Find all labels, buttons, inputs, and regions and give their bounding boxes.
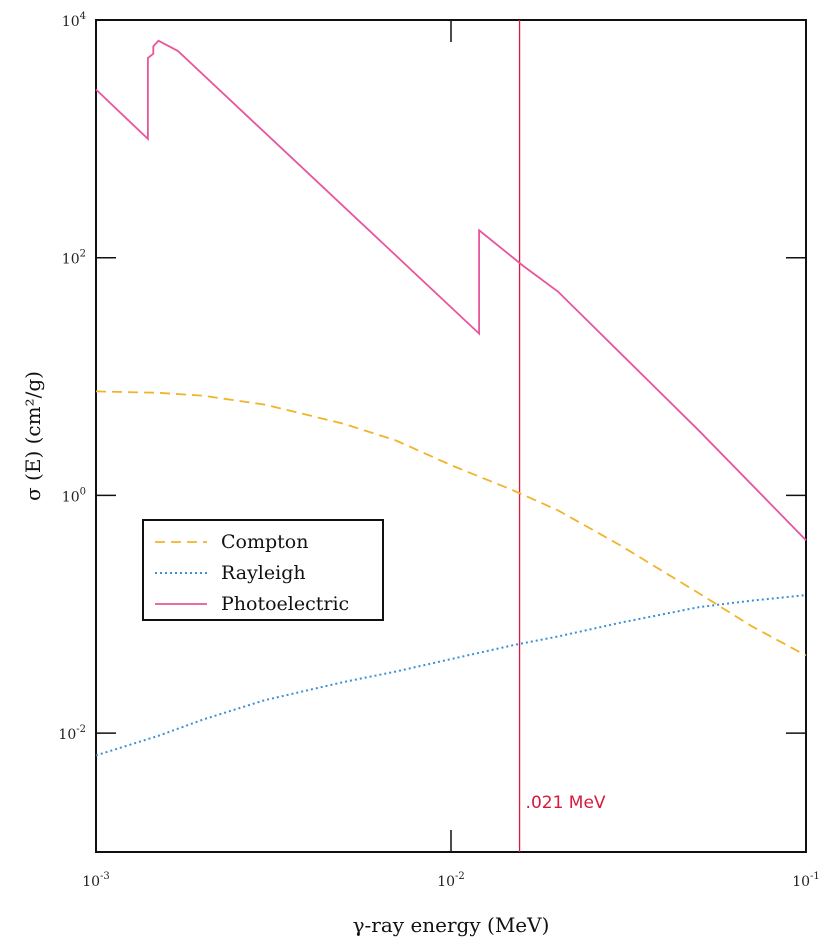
ticks-layer: 10-3 10-2 10-1 104 102 100 10-2	[58, 11, 819, 890]
y-tick-label: 104	[62, 11, 86, 30]
plot-frame	[95, 19, 807, 853]
y-tick-label: 10-2	[58, 724, 86, 743]
energy-marker-label: .021 MeV	[526, 793, 606, 813]
x-tick-label: 10-3	[82, 871, 110, 890]
plot-frame-layer	[95, 19, 807, 853]
series-layer: .021 MeV	[95, 20, 807, 852]
x-axis-label: γ-ray energy (MeV)	[353, 913, 550, 937]
x-tick-label: 10-2	[437, 871, 465, 890]
series-photoelectric-line	[95, 39, 807, 541]
legend-label-compton: Compton	[221, 531, 308, 553]
y-tick-label: 102	[62, 249, 86, 268]
series-rayleigh-line	[95, 594, 807, 757]
legend-label-rayleigh: Rayleigh	[221, 562, 306, 584]
legend: Compton Rayleigh Photoelectric	[142, 519, 384, 621]
series-compton-line	[95, 390, 807, 657]
y-tick-label: 100	[62, 486, 86, 505]
x-tick-label: 10-1	[792, 871, 820, 890]
y-axis-label: σ (E) (cm²/g)	[21, 371, 45, 501]
legend-label-photoelectric: Photoelectric	[221, 593, 349, 615]
